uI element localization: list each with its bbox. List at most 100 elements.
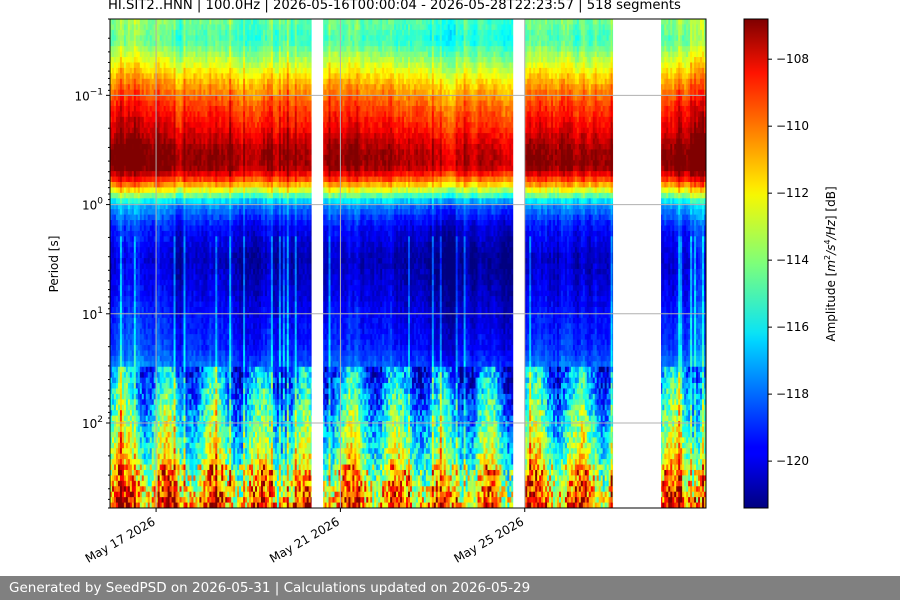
heatmap-cell [169, 67, 172, 74]
heatmap-cell [175, 410, 178, 417]
heatmap-cell [143, 171, 147, 177]
heatmap-cell [133, 209, 137, 215]
heatmap-cell [147, 154, 151, 161]
heatmap-cell [149, 149, 153, 156]
heatmap-cell [145, 29, 149, 36]
heatmap-cell [153, 57, 157, 63]
heatmap-cell [169, 225, 172, 232]
heatmap-cell [159, 203, 163, 210]
heatmap-cell [125, 480, 129, 487]
heatmap-cell [113, 122, 117, 129]
heatmap-cell [125, 241, 129, 248]
heatmap-cell [135, 138, 139, 145]
heatmap-cell [151, 279, 155, 286]
heatmap-cell [123, 404, 127, 411]
heatmap-cell [117, 497, 121, 503]
heatmap-cell [157, 247, 161, 254]
heatmap-cell [161, 51, 165, 58]
heatmap-cell [155, 502, 159, 508]
heatmap-cell [145, 480, 149, 487]
heatmap-cell [161, 426, 165, 433]
heatmap-cell [111, 46, 115, 52]
heatmap-cell [157, 355, 161, 362]
heatmap-cell [175, 372, 178, 378]
heatmap-cell [157, 306, 161, 313]
heatmap-cell [149, 192, 153, 199]
heatmap-cell [135, 84, 139, 91]
heatmap-cell [145, 393, 149, 400]
heatmap-cell [167, 404, 170, 411]
heatmap-cell [121, 334, 125, 340]
heatmap-cell [129, 143, 133, 150]
heatmap-cell [119, 415, 123, 422]
heatmap-cell [159, 421, 163, 427]
heatmap-cell [143, 372, 147, 378]
heatmap-cell [117, 73, 121, 80]
heatmap-cell [167, 84, 170, 91]
heatmap-cell [139, 339, 143, 346]
heatmap-cell [125, 306, 129, 313]
heatmap-cell [165, 464, 169, 471]
heatmap-cell [131, 122, 135, 129]
heatmap-cell [175, 95, 178, 101]
heatmap-cell [115, 421, 119, 427]
heatmap-cell [173, 393, 176, 400]
heatmap-cell [167, 182, 170, 188]
heatmap-cell [137, 301, 141, 308]
heatmap-cell [117, 176, 121, 183]
heatmap-cell [147, 67, 151, 74]
heatmap-cell [139, 393, 143, 400]
heatmap-cell [141, 165, 145, 172]
heatmap-cell [143, 328, 147, 335]
heatmap-cell [151, 301, 155, 308]
heatmap-cell [139, 29, 143, 36]
heatmap-cell [151, 431, 155, 438]
heatmap-cell [143, 73, 147, 80]
heatmap-cell [135, 51, 139, 58]
heatmap-cell [171, 317, 174, 324]
heatmap-cell [173, 105, 176, 112]
heatmap-cell [131, 442, 135, 449]
heatmap-cell [149, 279, 153, 286]
heatmap-cell [145, 230, 149, 237]
heatmap-cell [159, 339, 163, 346]
heatmap-cell [171, 230, 174, 237]
heatmap-cell [113, 388, 117, 395]
heatmap-cell [123, 143, 127, 150]
heatmap-cell [141, 67, 145, 74]
heatmap-cell [151, 116, 155, 123]
heatmap-cell [117, 241, 121, 248]
heatmap-cell [145, 383, 149, 389]
heatmap-cell [161, 220, 165, 226]
heatmap-cell [157, 133, 161, 139]
heatmap-cell [147, 279, 151, 286]
heatmap-cell [110, 95, 113, 101]
heatmap-cell [115, 410, 119, 417]
heatmap-cell [141, 225, 145, 232]
heatmap-cell [169, 198, 172, 205]
heatmap-cell [113, 236, 117, 243]
heatmap-cell [175, 296, 178, 302]
heatmap-cell [167, 241, 170, 248]
heatmap-cell [117, 67, 121, 74]
heatmap-cell [137, 154, 141, 161]
heatmap-cell [139, 355, 143, 362]
heatmap-cell [131, 24, 135, 31]
heatmap-cell [125, 24, 129, 31]
heatmap-cell [143, 192, 147, 199]
heatmap-cell [165, 111, 169, 118]
heatmap-cell [155, 154, 159, 161]
heatmap-cell [127, 345, 131, 351]
heatmap-cell [149, 263, 153, 270]
heatmap-cell [165, 377, 169, 384]
heatmap-cell [135, 46, 139, 52]
heatmap-cell [137, 111, 141, 118]
heatmap-cell [167, 366, 170, 373]
heatmap-cell [135, 274, 139, 281]
heatmap-cell [125, 40, 129, 47]
heatmap-cell [143, 247, 147, 254]
heatmap-cell [161, 225, 165, 232]
heatmap-cell [113, 198, 117, 205]
heatmap-cell [159, 268, 163, 275]
heatmap-cell [121, 84, 125, 91]
